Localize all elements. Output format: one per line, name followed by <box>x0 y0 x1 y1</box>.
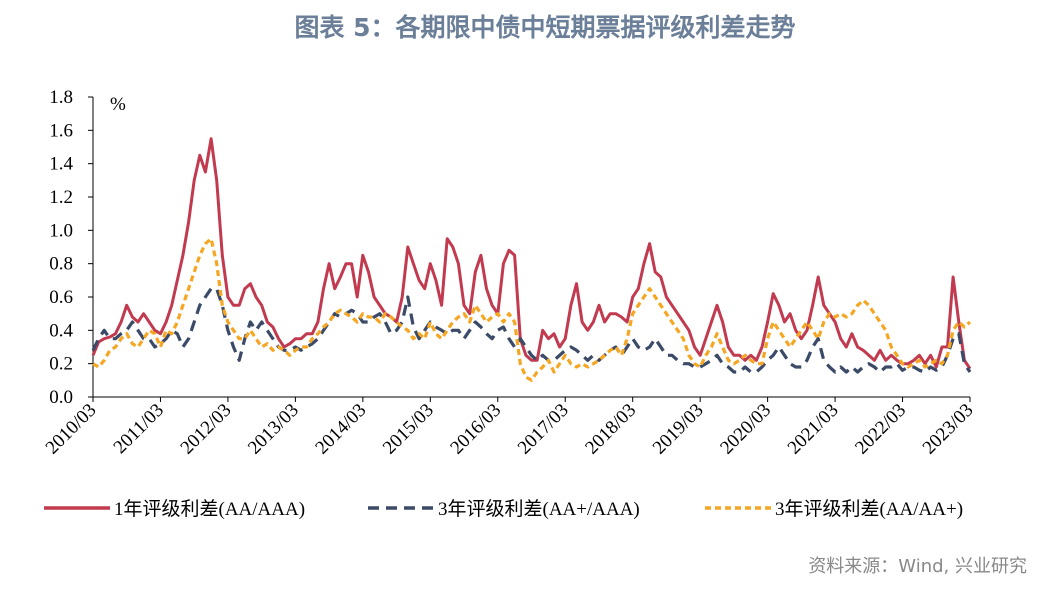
x-tick-label: 2022/03 <box>851 400 910 459</box>
y-unit: % <box>110 94 126 115</box>
x-tick-label: 2018/03 <box>581 400 640 459</box>
y-tick-label: 1.4 <box>49 154 73 175</box>
y-tick-label: 1.0 <box>49 220 73 241</box>
x-tick-label: 2017/03 <box>514 400 573 459</box>
chart-title: 图表 5：各期限中债中短期票据评级利差走势 <box>294 13 795 42</box>
legend-label: 3年评级利差(AA/AA+) <box>775 498 963 520</box>
x-tick-label: 2021/03 <box>784 400 843 459</box>
y-tick-label: 1.6 <box>49 120 73 141</box>
x-tick-label: 2015/03 <box>379 400 438 459</box>
series-line <box>92 237 972 382</box>
x-tick-label: 2016/03 <box>446 400 505 459</box>
source-note: 资料来源：Wind, 兴业研究 <box>808 556 1027 577</box>
x-tick-label: 2012/03 <box>177 400 236 459</box>
y-tick-label: 0.6 <box>49 287 73 308</box>
x-tick-label: 2011/03 <box>110 400 168 458</box>
x-tick-label: 2019/03 <box>649 400 708 459</box>
legend-label: 1年评级利差(AA/AAA) <box>114 498 305 520</box>
y-tick-label: 0.2 <box>49 354 73 375</box>
series-line <box>91 137 972 370</box>
y-tick-label: 1.2 <box>49 187 73 208</box>
y-tick-label: 0.8 <box>49 254 73 275</box>
series-line <box>91 287 972 374</box>
x-tick-label: 2020/03 <box>716 400 775 459</box>
y-tick-label: 0.4 <box>49 320 73 341</box>
x-tick-label: 2023/03 <box>919 400 978 459</box>
y-tick-label: 1.8 <box>49 87 73 108</box>
x-tick-label: 2010/03 <box>42 400 101 459</box>
legend-label: 3年评级利差(AA+/AAA) <box>438 498 640 520</box>
y-tick-label: 0.0 <box>49 387 73 408</box>
x-tick-label: 2014/03 <box>311 400 370 459</box>
x-tick-label: 2013/03 <box>244 400 303 459</box>
